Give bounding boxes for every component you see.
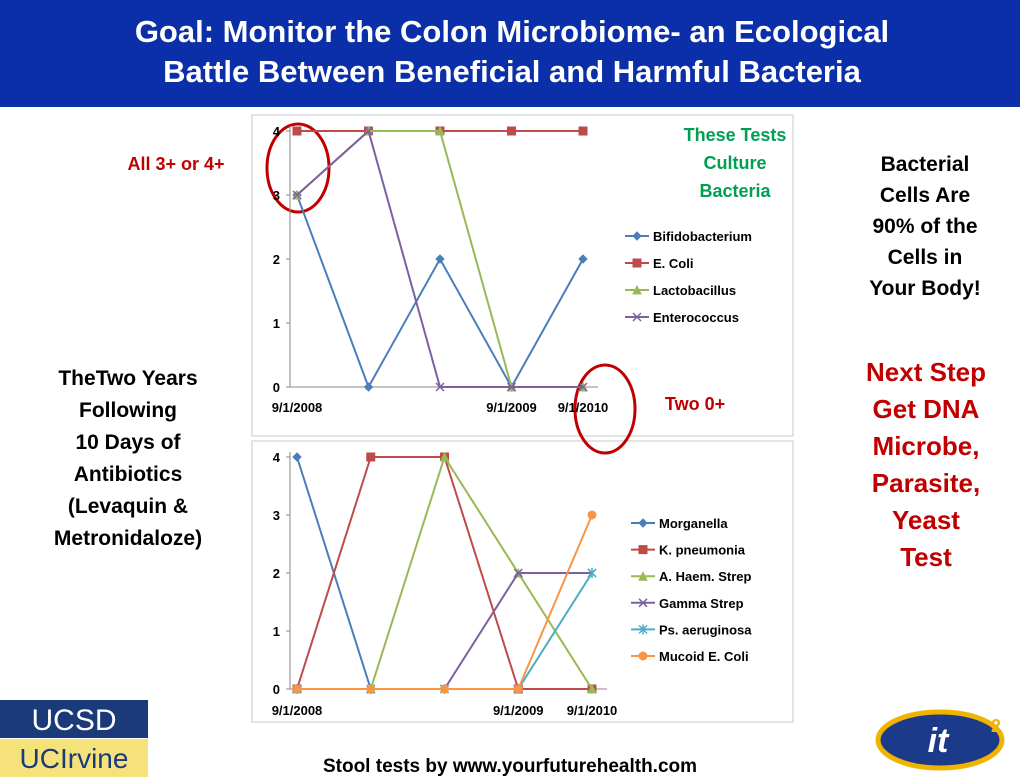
annotation: All 3+ or 4+ <box>127 154 224 174</box>
y-tick-label: 1 <box>273 316 280 331</box>
marker <box>513 568 523 578</box>
logo-it2 <box>875 709 1005 771</box>
y-tick-label: 0 <box>273 380 280 395</box>
marker <box>292 190 302 200</box>
text-line: Microbe, <box>873 431 980 461</box>
text-line: Cells in <box>888 246 963 269</box>
text-line: Following <box>79 399 177 422</box>
y-tick-label: 3 <box>273 508 280 523</box>
marker <box>638 598 648 608</box>
marker <box>638 518 648 528</box>
y-tick-label: 4 <box>273 450 281 465</box>
marker <box>363 126 374 136</box>
marker <box>632 312 642 322</box>
x-tick-label: 9/1/2008 <box>272 703 323 718</box>
marker <box>435 382 445 392</box>
legend-label: Mucoid E. Coli <box>659 649 749 664</box>
text-line: Next Step <box>866 357 986 387</box>
y-tick-label: 3 <box>273 188 280 203</box>
title-bar <box>0 0 1020 107</box>
logo-text: it <box>928 722 950 760</box>
y-tick-label: 4 <box>273 124 281 139</box>
marker <box>292 452 302 462</box>
marker <box>506 382 517 392</box>
legend-label: E. Coli <box>653 256 693 271</box>
text-line: 90% of the <box>872 215 977 238</box>
x-tick-label: 9/1/2009 <box>493 703 544 718</box>
marker <box>366 684 376 694</box>
marker <box>638 571 648 581</box>
marker <box>638 651 648 661</box>
legend-label: Enterococcus <box>653 310 739 325</box>
text-line: TheTwo Years <box>58 367 197 390</box>
marker <box>587 568 597 578</box>
x-tick-label: 9/1/2008 <box>272 400 323 415</box>
y-tick-label: 0 <box>273 682 280 697</box>
text-line: Your Body! <box>869 277 981 300</box>
marker <box>638 545 648 555</box>
text-line: These Tests <box>684 125 787 145</box>
marker <box>632 258 642 268</box>
logo-text: UCIrvine <box>20 743 129 774</box>
text-line: 10 Days of <box>75 431 181 454</box>
legend-label: Lactobacillus <box>653 283 736 298</box>
legend-label: Morganella <box>659 516 728 531</box>
text-line: Cells Are <box>880 184 970 207</box>
marker <box>632 284 642 295</box>
logo-ucsd <box>0 700 148 738</box>
marker <box>507 126 516 136</box>
legend-label: K. pneumonia <box>659 543 746 558</box>
text-line: Test <box>900 542 952 572</box>
marker <box>435 254 445 264</box>
marker <box>587 683 597 694</box>
y-tick-label: 2 <box>273 252 280 267</box>
marker <box>435 125 445 136</box>
marker <box>587 510 597 520</box>
highlight-circle <box>265 122 331 214</box>
text-line: Bacteria <box>699 181 771 201</box>
marker <box>439 451 450 462</box>
y-tick-label: 1 <box>273 624 280 639</box>
marker <box>513 684 523 694</box>
marker <box>363 382 374 392</box>
logo-uci <box>0 739 148 777</box>
marker <box>292 126 302 136</box>
legend-label: Ps. aeruginosa <box>659 622 752 637</box>
marker <box>632 231 642 241</box>
text-line: Culture <box>704 153 767 173</box>
marker <box>578 126 588 136</box>
marker <box>578 254 588 264</box>
marker <box>638 624 648 635</box>
text-line: Yeast <box>892 505 960 535</box>
annotation: Two 0+ <box>665 394 725 414</box>
legend-label: Gamma Strep <box>659 596 744 611</box>
text-line: Battle Between Beneficial and Harmful Ba… <box>163 54 861 89</box>
text-line: Metronidaloze) <box>54 527 202 550</box>
text-line: Bacterial <box>881 153 970 176</box>
marker <box>366 452 376 462</box>
highlight-circle <box>573 363 637 455</box>
legend-label: Bifidobacterium <box>653 229 752 244</box>
x-tick-label: 9/1/2010 <box>558 400 609 415</box>
marker <box>440 684 449 694</box>
legend-label: A. Haem. Strep <box>659 569 752 584</box>
logo-text: UCSD <box>31 704 116 737</box>
x-tick-label: 9/1/2009 <box>486 400 537 415</box>
text-line: Get DNA <box>873 394 980 424</box>
marker <box>292 684 302 694</box>
y-tick-label: 2 <box>273 566 280 581</box>
x-tick-label: 9/1/2010 <box>567 703 618 718</box>
marker <box>578 382 588 392</box>
text-line: Goal: Monitor the Colon Microbiome- an E… <box>135 14 889 49</box>
text-line: Antibiotics <box>74 463 183 486</box>
text-line: (Levaquin & <box>68 495 188 518</box>
chart-frame <box>251 114 794 437</box>
footer: Stool tests by www.yourfuturehealth.com <box>323 756 697 777</box>
logo-text: 2 <box>991 716 1001 736</box>
text-line: Parasite, <box>872 468 980 498</box>
